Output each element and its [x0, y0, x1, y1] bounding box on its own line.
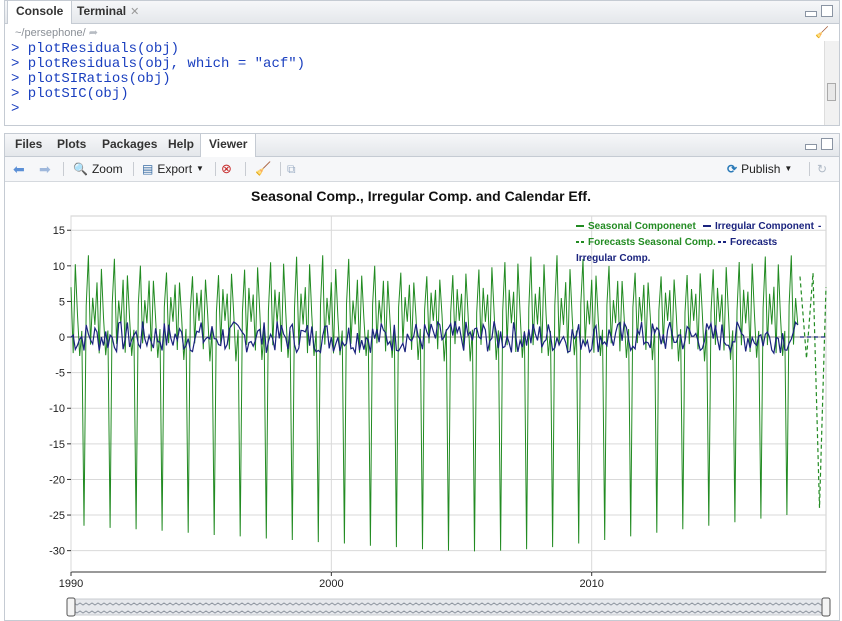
maximize-icon[interactable] — [821, 5, 833, 17]
chart-title: Seasonal Comp., Irregular Comp. and Cale… — [251, 188, 591, 204]
export-icon: ▤ — [142, 162, 154, 176]
console-prompt[interactable]: > — [11, 101, 28, 117]
tab-viewer[interactable]: Viewer — [200, 134, 257, 157]
publish-label: Publish — [741, 162, 781, 176]
zoom-button[interactable]: 🔍 Zoom — [73, 161, 123, 177]
console-output[interactable]: > plotResiduals(obj) > plotResiduals(obj… — [5, 42, 839, 117]
console-line: > plotSIRatios(obj) — [11, 71, 171, 87]
tab-plots[interactable]: Plots — [57, 137, 87, 151]
tab-packages[interactable]: Packages — [102, 137, 158, 151]
path-label: ~/persephone/ — [15, 27, 86, 39]
tab-console-label: Console — [16, 4, 64, 18]
magnifier-icon: 🔍 — [73, 162, 88, 176]
broom-icon[interactable]: 🧹 — [255, 161, 272, 176]
tab-console[interactable]: Console — [7, 1, 73, 24]
publish-button[interactable]: ⟳ Publish ▼ — [727, 161, 792, 177]
close-icon[interactable]: ✕ — [130, 6, 140, 18]
viewer-tabbar: Files Plots Packages Help Viewer — [5, 134, 839, 157]
minimize-icon[interactable] — [805, 11, 817, 17]
clear-console-icon[interactable]: 🧹 — [815, 27, 829, 39]
goto-directory-icon[interactable]: ➦ — [88, 27, 98, 39]
remove-viewer-icon[interactable]: ⊗ — [221, 161, 232, 176]
scrollbar-thumb[interactable] — [827, 83, 836, 101]
zoom-label: Zoom — [91, 162, 123, 176]
back-arrow-icon[interactable]: ⬅ — [13, 161, 25, 177]
maximize-icon[interactable] — [821, 138, 833, 150]
export-label: Export — [157, 162, 193, 176]
console-tabbar: Console Terminal ✕ — [5, 1, 839, 24]
viewer-pane: Files Plots Packages Help Viewer ⬅ ➡ 🔍 Zo… — [4, 133, 840, 621]
minimize-icon[interactable] — [805, 144, 817, 150]
chevron-down-icon: ▼ — [196, 164, 204, 173]
tab-terminal-label: Terminal — [77, 4, 127, 18]
working-directory: ~/persephone/ ➦ 🧹 — [5, 24, 839, 42]
popout-icon[interactable]: ⧉ — [287, 162, 296, 176]
console-line: > plotResiduals(obj) — [11, 41, 180, 57]
refresh-icon[interactable]: ↻ — [817, 162, 828, 176]
viewer-toolbar: ⬅ ➡ 🔍 Zoom ▤ Export ▼ ⊗ 🧹 ⧉ ⟳ Publish ▼ ↻ — [5, 157, 839, 182]
forward-arrow-icon[interactable]: ➡ — [39, 161, 51, 177]
console-line: > plotResiduals(obj, which = "acf") — [11, 56, 306, 72]
chevron-down-icon: ▼ — [784, 164, 793, 173]
console-pane: Console Terminal ✕ ~/persephone/ ➦ 🧹 > pl… — [4, 0, 840, 126]
tab-terminal[interactable]: Terminal ✕ — [69, 1, 147, 23]
tab-help[interactable]: Help — [168, 137, 195, 151]
export-button[interactable]: ▤ Export ▼ — [142, 161, 204, 177]
console-line: > plotSIC(obj) — [11, 86, 129, 102]
tab-files[interactable]: Files — [15, 137, 43, 151]
publish-icon: ⟳ — [727, 162, 738, 176]
console-scrollbar[interactable] — [824, 41, 839, 125]
